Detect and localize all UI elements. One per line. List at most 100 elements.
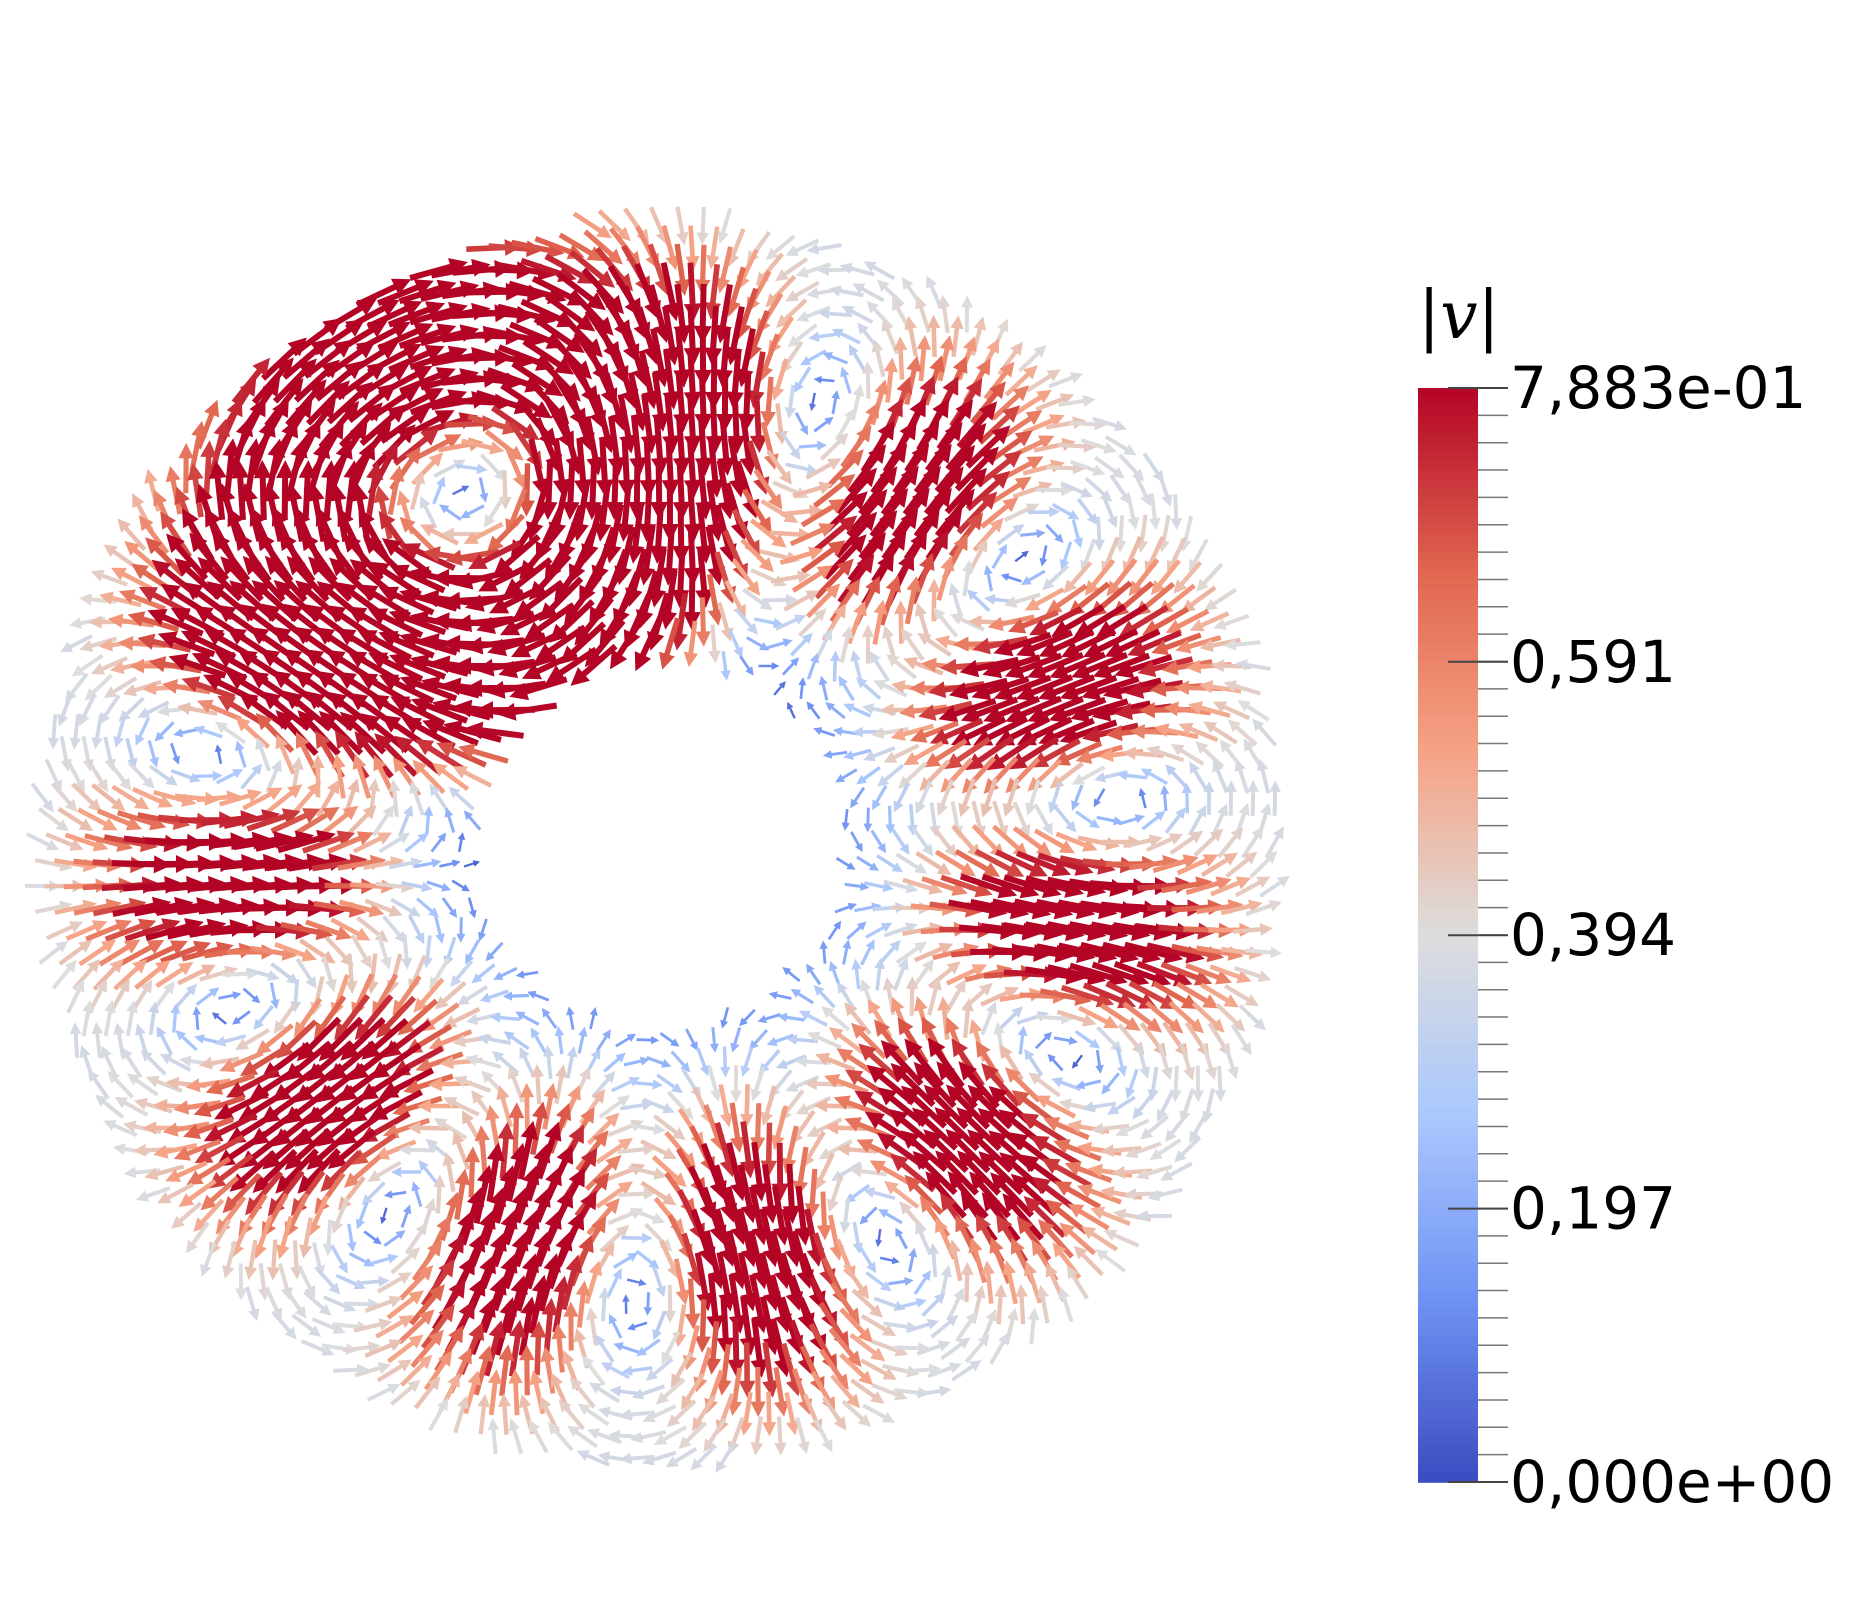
velocity-arrowhead: [962, 559, 974, 573]
velocity-arrowhead: [934, 1107, 954, 1127]
velocity-arrow: [300, 1106, 344, 1144]
velocity-arrowhead: [615, 273, 633, 292]
velocity-arrowhead: [244, 438, 263, 458]
velocity-arrowhead: [405, 446, 421, 465]
velocity-arrowhead: [940, 1192, 957, 1212]
velocity-arrowhead: [113, 736, 124, 748]
velocity-arrow: [1100, 652, 1151, 676]
velocity-arrowhead: [297, 358, 317, 378]
velocity-arrow: [751, 1141, 764, 1193]
velocity-arrowhead: [275, 710, 295, 730]
velocity-arrowhead: [540, 1346, 555, 1363]
velocity-arrowhead: [539, 501, 558, 520]
velocity-arrow: [1013, 944, 1065, 958]
velocity-arrowhead: [828, 285, 841, 297]
velocity-arrowhead: [302, 808, 321, 824]
velocity-arrowhead: [253, 460, 272, 479]
velocity-arrowhead: [757, 1014, 767, 1024]
velocity-arrow: [751, 1317, 764, 1369]
velocity-arrowhead: [558, 1399, 572, 1413]
velocity-arrowhead: [1247, 780, 1259, 792]
velocity-arrowhead: [696, 232, 709, 245]
velocity-arrowhead: [322, 807, 340, 822]
velocity-arrowhead: [356, 298, 377, 316]
velocity-arrowhead: [861, 703, 875, 715]
velocity-arrowhead: [1104, 640, 1125, 658]
velocity-arrow: [366, 1017, 409, 1056]
velocity-arrowhead: [556, 1188, 574, 1209]
velocity-arrowhead: [142, 681, 157, 696]
velocity-arrowhead: [518, 1394, 532, 1409]
velocity-arrowhead: [103, 686, 118, 698]
velocity-arrowhead: [55, 819, 69, 832]
velocity-arrowhead: [822, 352, 833, 361]
velocity-arrowhead: [476, 616, 496, 634]
velocity-arrowhead: [485, 1104, 500, 1121]
velocity-arrowhead: [889, 443, 908, 464]
velocity-arrowhead: [420, 428, 440, 446]
velocity-arrow: [737, 1208, 755, 1259]
velocity-arrowhead: [847, 449, 864, 467]
velocity-arrow: [945, 428, 983, 471]
velocity-arrowhead: [903, 752, 920, 766]
velocity-arrowhead: [875, 1239, 883, 1248]
velocity-arrowhead: [394, 735, 414, 754]
velocity-arrowhead: [960, 705, 981, 723]
velocity-arrowhead: [520, 423, 540, 441]
velocity-arrowhead: [816, 565, 833, 580]
velocity-arrow: [277, 833, 328, 854]
velocity-arrowhead: [948, 682, 969, 700]
velocity-arrowhead: [866, 300, 879, 314]
velocity-arrowhead: [786, 594, 798, 606]
velocity-arrow: [507, 606, 556, 634]
velocity-arrowhead: [181, 676, 201, 693]
velocity-arrowhead: [373, 485, 390, 504]
velocity-arrowhead: [1238, 802, 1250, 816]
velocity-arrowhead: [746, 622, 758, 635]
velocity-arrowhead: [825, 583, 841, 599]
velocity-arrowhead: [918, 704, 937, 721]
velocity-arrowhead: [1051, 1077, 1064, 1088]
velocity-arrowhead: [966, 512, 984, 531]
velocity-arrowhead: [1217, 803, 1228, 817]
velocity-arrow: [529, 650, 578, 678]
velocity-arrowhead: [133, 1097, 148, 1111]
velocity-arrowhead: [856, 774, 868, 785]
velocity-arrowhead: [851, 958, 862, 970]
velocity-arrow: [939, 1111, 980, 1152]
velocity-arrowhead: [304, 1285, 316, 1299]
velocity-arrowhead: [642, 1232, 653, 1244]
velocity-arrowhead: [904, 1038, 923, 1059]
velocity-arrowhead: [398, 1143, 411, 1156]
velocity-arrow: [234, 1150, 277, 1188]
velocity-arrowhead: [347, 778, 360, 793]
velocity-arrowhead: [565, 1254, 583, 1274]
velocity-arrowhead: [957, 1150, 977, 1170]
velocity-arrowhead: [915, 295, 927, 310]
velocity-arrowhead: [794, 381, 804, 393]
velocity-arrowhead: [160, 583, 181, 602]
velocity-arrowhead: [1223, 852, 1238, 866]
velocity-arrowhead: [998, 1332, 1009, 1346]
velocity-arrowhead: [79, 593, 92, 606]
velocity-arrowhead: [822, 750, 833, 759]
velocity-arrowhead: [245, 1197, 263, 1216]
velocity-arrow: [653, 415, 664, 467]
velocity-arrowhead: [789, 447, 801, 460]
velocity-arrowhead: [1105, 725, 1123, 742]
colorbar-strip: [1418, 415, 1478, 426]
velocity-arrowhead: [222, 438, 241, 457]
velocity-arrowhead: [1000, 573, 1010, 581]
velocity-arrowhead: [739, 1113, 754, 1128]
velocity-arrowhead: [806, 963, 815, 974]
velocity-arrowhead: [308, 379, 327, 399]
velocity-arrowhead: [661, 1059, 672, 1068]
velocity-arrowhead: [739, 1017, 748, 1027]
velocity-arrowhead: [1178, 722, 1194, 736]
velocity-arrowhead: [205, 1079, 224, 1095]
velocity-arrowhead: [582, 1355, 594, 1369]
velocity-arrowhead: [429, 783, 441, 797]
velocity-arrowhead: [836, 1143, 850, 1156]
velocity-arrowhead: [968, 615, 982, 629]
